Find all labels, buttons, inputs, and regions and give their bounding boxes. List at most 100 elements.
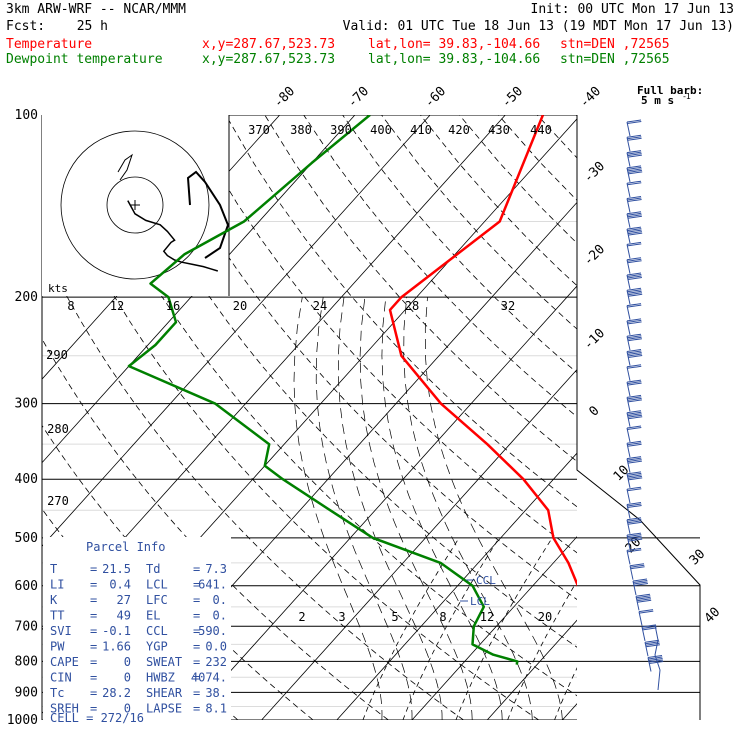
parcel-key: LI [50,578,64,592]
barb-flag [626,364,642,368]
wind-barb [626,456,642,473]
parcel-key: CCL [146,624,168,638]
barb-staff [638,611,643,626]
barb-flag [627,136,642,140]
barb-flag [628,171,643,175]
mixing-ratio-label: 2 [298,610,305,624]
barb-staff [626,458,631,473]
legend-entry: Dewpoint temperature x,y=287.67,523.73 lat… [6,52,670,67]
barb-flag [627,258,642,262]
dry-adiabat [459,115,577,244]
barb-flag [627,212,642,216]
barb-flag [626,440,642,444]
wind-barb [626,471,643,489]
parcel-eq: = [193,624,200,638]
legend-coords: x,y=287.67,523.73 [202,52,335,67]
parcel-key: PW [50,640,65,654]
theta-label: 380 [290,123,312,137]
dry-adiabat [342,115,577,374]
isotherm [486,619,577,720]
isotherm-label: -50 [499,84,526,111]
mixing-ratio-line [507,580,577,720]
barb-flag [627,537,642,541]
barb-flag [627,427,642,430]
wind-barb [635,593,652,611]
barb-flag [627,352,642,355]
theta-e-label: 28 [405,299,419,313]
parcel-row: SREH = 0 LAPSE = 8.1 [50,702,227,716]
lcl-label: LCL [470,595,490,608]
barb-flag [632,578,648,582]
barb-flag [627,396,642,400]
hodograph-trace [127,200,219,272]
profile-dewpoint-temperature [127,115,519,665]
barb-flag [626,425,642,429]
barb-flag [627,459,642,463]
parcel-key: TT [50,609,64,623]
wind-barb [626,257,642,274]
parcel-row: K = 27 LFC = 0. [50,593,227,607]
ccl-marker: CCL [466,574,496,587]
isotherm [411,536,577,720]
valid-time: Valid: 01 UTC Tue 18 Jun 13 (19 MDT Mon … [343,19,734,34]
pressure-label: 700 [15,619,38,634]
dry-adiabat [420,115,577,287]
wind-barb [626,502,642,519]
wind-barb [626,165,643,183]
isotherm [713,115,740,720]
barb-flag [626,394,642,398]
theta-label: 370 [248,123,270,137]
parcel-key: K [50,593,58,607]
theta-label: 420 [448,123,470,137]
isotherm-label: 30 [687,547,709,569]
parcel-eq: = [193,640,200,654]
theta-e-label: 8 [67,299,74,313]
parcel-key: EL [146,609,160,623]
pressure-label: 400 [15,472,38,487]
barb-staff [626,121,631,137]
parcel-eq: = [90,671,97,685]
moist-adiabat [403,297,533,720]
barb-flag [626,410,642,414]
parcel-eq: = [193,609,200,623]
barb-staff [626,320,631,336]
wind-barb [626,318,642,336]
barb-staff [626,443,631,458]
parcel-key: SWEAT [146,655,182,669]
parcel-info-box: Parcel Info T = 21.5 Td = 7.3LI = 0.4 LCL =641.K =… [43,537,231,725]
barb-flag [627,338,642,342]
isotherm [562,703,577,720]
wind-barb [626,486,642,504]
barb-flag [629,563,645,567]
barb-flag [626,287,642,291]
dry-adiabat [575,115,577,117]
pressure-label: 900 [15,685,38,700]
barb-staff [626,550,631,565]
parcel-key: LAPSE [146,702,182,716]
barb-flag [627,228,642,232]
barb-legend-line1: Full barb: [637,84,703,97]
parcel-value: 1.66 [102,640,131,654]
barb-staff [626,137,631,152]
parcel-value: 8.1 [205,702,227,716]
barb-flag [626,272,642,276]
parcel-value: 641. [198,578,227,592]
theta-label: 280 [47,422,69,436]
parcel-cell: CELL = 272/16 [50,711,144,725]
barb-flag [627,414,642,418]
mixing-ratio-label: 3 [338,610,345,624]
isotherm [336,452,577,720]
theta-label: 290 [46,348,68,362]
moist-adiabat [293,297,383,720]
barb-flag [627,397,642,401]
barb-flag [627,505,642,508]
isotherm-label: 0 [586,403,602,419]
barb-staff [647,657,652,672]
barb-flag [627,472,642,476]
barb-flag [626,532,642,536]
isotherm [42,115,356,464]
wind-barb [626,303,642,320]
lcl-marker: LCL [460,595,490,608]
wind-barb [626,547,642,565]
wind-barb [626,180,642,198]
